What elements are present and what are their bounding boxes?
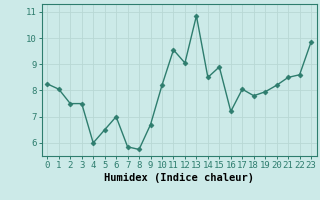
X-axis label: Humidex (Indice chaleur): Humidex (Indice chaleur) bbox=[104, 173, 254, 183]
